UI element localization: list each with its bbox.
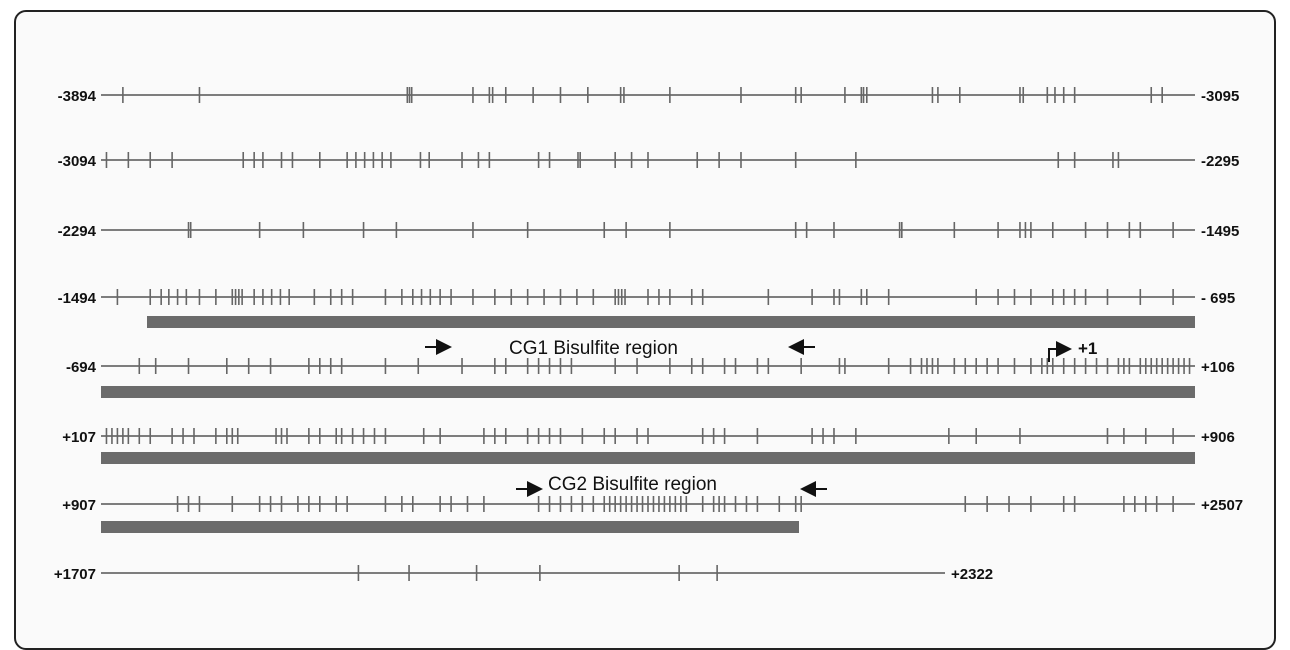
row-start-label: -2294 [58,223,97,240]
sequence-row: +1707 +2322 [54,565,993,583]
row-end-label: +906 [1201,429,1235,446]
row-start-label: +907 [62,497,96,514]
row-end-label: +106 [1201,359,1235,376]
cpg-island-bars [101,316,1195,533]
row-start-label: -3094 [58,153,97,170]
row-end-label: +2322 [951,566,993,583]
tss-marker: +1 [1048,339,1097,362]
cpg-island-bar-row7 [101,521,799,533]
sequence-row: -1494 - 695 [58,289,1235,307]
row-end-label: -1495 [1201,223,1239,240]
sequence-rows: -3894 -3095 -3094 -2295 -2294 -1495 -1494 - 695… [54,87,1243,583]
cpg-island-bar-row5 [101,386,1195,398]
row-end-label: - 695 [1201,290,1235,307]
sequence-row: -3894 -3095 [58,87,1239,105]
cpg-island-bar-row6 [101,452,1195,464]
figure-frame [14,10,1276,650]
cg1-region-label: CG1 Bisulfite region [509,338,678,359]
row-end-label: +2507 [1201,497,1243,514]
cg1-annotation: CG1 Bisulfite region [425,338,815,359]
row-start-label: -1494 [58,290,97,307]
tss-arrow-icon [1048,341,1072,362]
cg2-region-label: CG2 Bisulfite region [548,474,717,495]
row-start-label: -694 [66,359,97,376]
row-start-label: +1707 [54,566,96,583]
sequence-row: -3094 -2295 [58,152,1239,170]
tss-label: +1 [1078,339,1097,358]
sequence-row: -694 +106 [66,358,1235,376]
cpg-island-bar-row4 [147,316,1195,328]
row-start-label: -3894 [58,88,97,105]
cpg-map-diagram: -3894 -3095 -3094 -2295 -2294 -1495 -1494 - 695… [54,87,1243,583]
sequence-row: +107 +906 [62,428,1235,446]
row-start-label: +107 [62,429,96,446]
sequence-row: -2294 -1495 [58,222,1239,240]
cg2-annotation: CG2 Bisulfite region [516,474,827,497]
sequence-row: +907 +2507 [62,496,1243,514]
row-end-label: -3095 [1201,88,1239,105]
row-end-label: -2295 [1201,153,1239,170]
